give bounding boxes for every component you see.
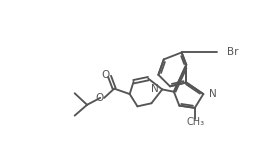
Text: O: O xyxy=(101,70,110,80)
Text: Br: Br xyxy=(227,47,239,57)
Text: CH₃: CH₃ xyxy=(186,117,205,127)
Text: N: N xyxy=(209,89,216,99)
Text: N: N xyxy=(151,84,158,94)
Text: O: O xyxy=(95,93,104,103)
